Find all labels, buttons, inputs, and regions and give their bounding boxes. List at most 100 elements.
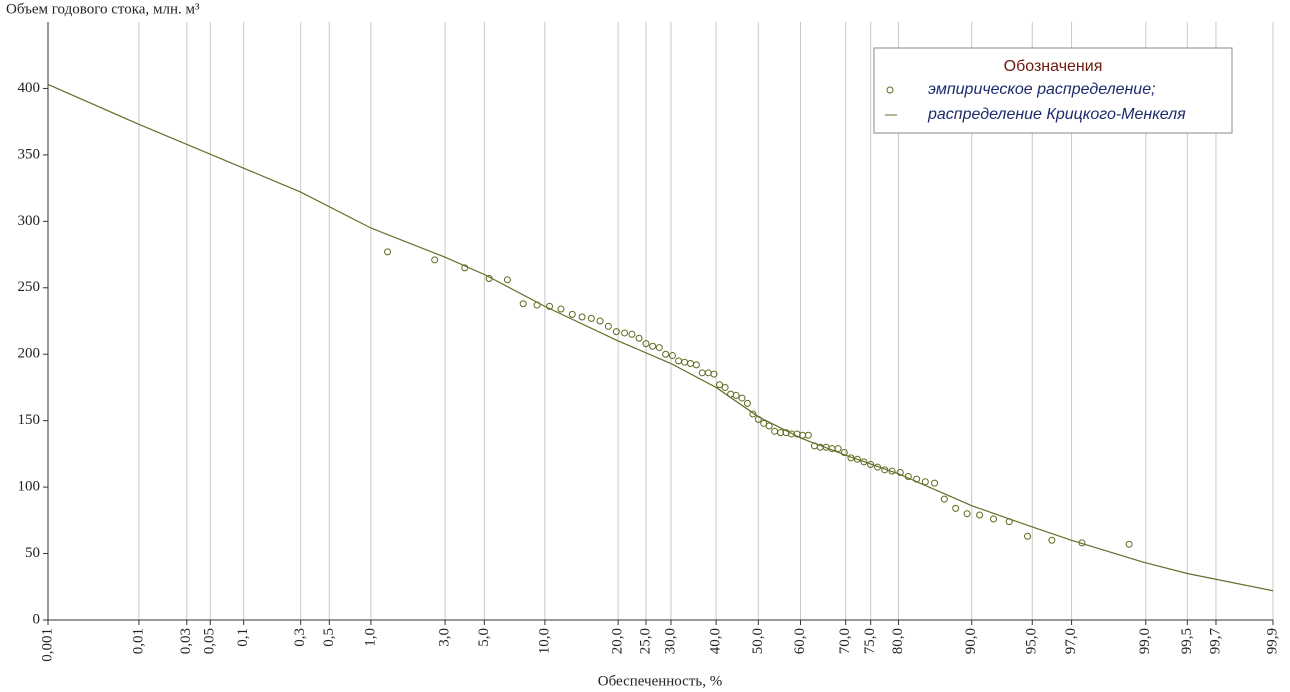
x-tick-label: 40,0 [708, 628, 724, 654]
x-tick-label: 20,0 [610, 628, 626, 654]
y-tick-label: 250 [18, 279, 41, 295]
data-point [771, 427, 779, 435]
x-tick-label: 75,0 [862, 628, 878, 654]
x-tick-label: 99,5 [1179, 628, 1195, 654]
data-point [557, 305, 565, 313]
x-tick-label: 1,0 [362, 628, 378, 647]
data-point [612, 328, 620, 336]
data-point [642, 340, 650, 348]
data-point [668, 352, 676, 360]
data-point [834, 445, 842, 453]
data-point [716, 381, 724, 389]
data-point [1024, 532, 1032, 540]
data-point [896, 468, 904, 476]
legend: Обозначения эмпирическое распределение; … [873, 47, 1233, 134]
x-tick-label: 97,0 [1063, 628, 1079, 654]
data-point [777, 429, 785, 437]
data-point [681, 358, 689, 366]
x-tick-label: 99,7 [1207, 628, 1223, 655]
data-point [655, 344, 663, 352]
legend-entry: эмпирическое распределение; [928, 81, 1156, 98]
data-point [743, 399, 751, 407]
legend-box [873, 47, 1233, 134]
x-tick-label: 70,0 [837, 628, 853, 654]
legend-symbol [886, 86, 894, 94]
data-point [675, 357, 683, 365]
data-point [853, 455, 861, 463]
data-point [952, 504, 960, 512]
data-point [860, 458, 868, 466]
plot-area: 0,001 0,01 0,03 0,05 0,1 0,3 0,5 1,0 3,0 5,0 10,0 2… [18, 22, 1280, 662]
x-axis-title: Обеспеченность, % [598, 673, 722, 689]
data-point [587, 314, 595, 322]
data-point [989, 515, 997, 523]
data-point [1125, 540, 1133, 548]
x-tick-label: 0,001 [39, 628, 55, 662]
data-point [692, 361, 700, 369]
x-tick-label: 10,0 [536, 628, 552, 654]
x-tick-label: 90,0 [963, 628, 979, 654]
x-tick-label: 99,0 [1137, 628, 1153, 654]
data-point [931, 479, 939, 487]
x-tick-label: 0,5 [321, 628, 337, 647]
x-tick-label: 30,0 [662, 628, 678, 654]
data-point [596, 317, 604, 325]
data-point [710, 370, 718, 378]
data-point [704, 369, 712, 377]
y-tick-label: 400 [18, 80, 41, 96]
x-tick-label: 60,0 [792, 628, 808, 654]
data-point [503, 276, 511, 284]
data-point [888, 467, 896, 475]
y-tick-label: 350 [18, 146, 41, 162]
data-point [649, 342, 657, 350]
data-point [963, 510, 971, 518]
x-tick-label: 0,1 [235, 628, 251, 647]
x-tick-label: 0,03 [178, 628, 194, 654]
data-point [635, 334, 643, 342]
x-tick-label: 25,0 [637, 628, 653, 654]
legend-entry: распределение Крицкого-Менкеля [927, 106, 1186, 123]
data-point [840, 449, 848, 457]
data-point [976, 511, 984, 519]
data-point [804, 431, 812, 439]
data-point [546, 302, 554, 310]
x-tick-label: 0,05 [202, 628, 218, 654]
data-point [568, 310, 576, 318]
data-point [765, 422, 773, 430]
y-tick-label: 150 [18, 412, 41, 428]
y-axis-title: Объем годового стока, млн. м³ [6, 1, 200, 17]
data-point [1048, 536, 1056, 544]
data-point [662, 350, 670, 358]
y-tick-label: 100 [18, 479, 41, 495]
data-point [519, 300, 527, 308]
distribution-line [47, 83, 1274, 592]
data-point [578, 313, 586, 321]
x-tick-label: 0,01 [130, 628, 146, 654]
data-point [431, 256, 439, 264]
y-tick-label: 200 [18, 346, 41, 362]
data-point [621, 329, 629, 337]
data-point [687, 360, 695, 368]
x-tick-label: 3,0 [437, 628, 453, 647]
data-point [738, 394, 746, 402]
y-tick-label: 50 [25, 545, 40, 561]
x-tick-label: 99,9 [1264, 628, 1280, 654]
data-point [721, 383, 729, 391]
data-point [698, 369, 706, 377]
x-tick-label: 50,0 [750, 628, 766, 654]
data-point [732, 391, 740, 399]
x-tick-label: 95,0 [1024, 628, 1040, 654]
x-tick-label: 80,0 [890, 628, 906, 654]
y-tick-label: 300 [18, 213, 41, 229]
data-point [760, 419, 768, 427]
x-tick-label: 5,0 [476, 628, 492, 647]
y-tick-label: 0 [33, 611, 41, 627]
data-point [604, 322, 612, 330]
x-tick-label: 0,3 [292, 628, 308, 647]
data-point [628, 330, 636, 338]
legend-title: Обозначения [1004, 58, 1103, 75]
data-point [384, 248, 392, 256]
data-point [749, 410, 757, 418]
